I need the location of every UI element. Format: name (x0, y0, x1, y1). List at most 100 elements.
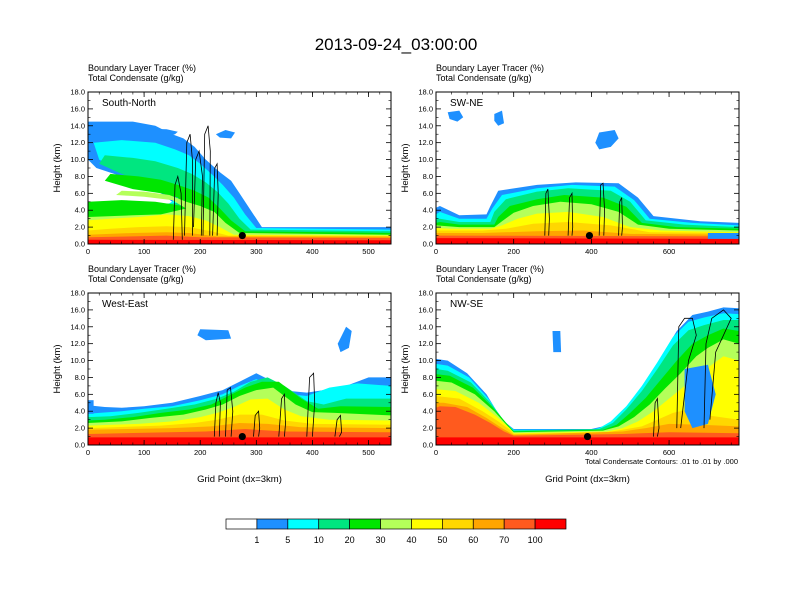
x-tick-label: 0 (434, 448, 438, 457)
colorbar-label: 100 (528, 535, 543, 545)
panel-subtitle-condensate: Total Condensate (g/kg) (436, 73, 532, 83)
x-tick-label: 200 (507, 448, 520, 457)
condensate-contour (212, 162, 219, 236)
condensate-contour (544, 188, 550, 236)
colorbar-swatch (472, 518, 505, 530)
y-tick-label: 12.0 (70, 339, 85, 348)
region-label: West-East (102, 299, 148, 310)
colorbar-swatch (411, 518, 443, 530)
y-tick-label: 12.0 (70, 138, 85, 147)
condensate-contour (202, 125, 211, 236)
tracer-region-level-1 (447, 110, 464, 122)
tracer-region-level-10 (88, 437, 391, 445)
tracer-region-level-10 (88, 239, 391, 244)
colorbar-swatch (380, 518, 412, 530)
y-tick-label: 2.0 (423, 223, 433, 232)
y-tick-label: 14.0 (70, 322, 85, 331)
y-tick-label: 18.0 (70, 88, 85, 97)
colorbar-swatch (287, 518, 320, 530)
y-tick-label: 4.0 (75, 206, 85, 215)
condensate-contour (598, 182, 606, 236)
region-label: South-North (102, 98, 156, 109)
x-tick-label: 200 (194, 448, 207, 457)
condensate-contour (278, 393, 286, 437)
tracer-region-level-10 (436, 238, 739, 244)
x-tick-label: 400 (306, 448, 319, 457)
x-tick-label: 500 (362, 448, 375, 457)
location-marker (583, 432, 592, 441)
condensate-contour (193, 149, 203, 236)
x-tick-label: 600 (663, 448, 676, 457)
tracer-shading (88, 121, 391, 244)
tracer-region-level-1 (707, 233, 739, 239)
colorbar-swatch (256, 518, 289, 530)
location-marker (238, 432, 246, 441)
colorbar-label: 20 (345, 535, 355, 545)
colorbar-swatch (442, 518, 474, 530)
y-tick-label: 14.0 (418, 322, 433, 331)
figure-title: 2013-09-24_03:00:00 (315, 35, 478, 54)
y-tick-label: 2.0 (75, 223, 85, 232)
x-tick-label: 0 (86, 247, 90, 256)
y-tick-label: 4.0 (75, 407, 85, 416)
x-tick-label: 0 (434, 247, 438, 256)
panel-subtitle-tracer: Boundary Layer Tracer (%) (88, 264, 196, 274)
condensate-contour (653, 397, 660, 437)
y-tick-label: 12.0 (418, 138, 433, 147)
y-tick-label: 8.0 (75, 373, 85, 382)
condensate-contour (253, 410, 261, 437)
colorbar-swatch (225, 518, 258, 530)
y-tick-label: 8.0 (75, 172, 85, 181)
condensate-contour (184, 134, 193, 236)
panel-south-north: Boundary Layer Tracer (%)Total Condensat… (52, 63, 392, 256)
y-tick-label: 8.0 (423, 373, 433, 382)
y-tick-label: 10.0 (418, 155, 433, 164)
tracer-region-level-1 (552, 331, 562, 353)
colorbar-swatch (503, 518, 536, 530)
tracer-shading (436, 110, 739, 244)
condensate-contour (676, 317, 697, 429)
colorbar-label: 60 (468, 535, 478, 545)
panel-subtitle-tracer: Boundary Layer Tracer (%) (436, 264, 544, 274)
tracer-region-level-1 (215, 130, 235, 139)
y-tick-label: 18.0 (418, 289, 433, 298)
y-tick-label: 0.0 (75, 441, 85, 450)
x-tick-label: 0 (86, 448, 90, 457)
contour-note: Total Condensate Contours: .01 to .01 by… (585, 457, 738, 466)
x-tick-label: 600 (663, 247, 676, 256)
y-tick-label: 0.0 (423, 240, 433, 249)
colorbar: 1 5 10 20 30 40 50 60 70 100 (225, 518, 567, 545)
panel-sw-ne: Boundary Layer Tracer (%)Total Condensat… (400, 63, 740, 256)
y-tick-label: 14.0 (418, 121, 433, 130)
colorbar-label: 30 (376, 535, 386, 545)
x-tick-label: 200 (507, 247, 520, 256)
panel-subtitle-tracer: Boundary Layer Tracer (%) (436, 63, 544, 73)
location-marker (238, 231, 246, 240)
y-tick-label: 0.0 (75, 240, 85, 249)
condensate-contour (618, 197, 623, 236)
x-tick-label: 300 (250, 247, 263, 256)
y-tick-label: 16.0 (70, 104, 85, 113)
condensate-contour (567, 191, 574, 236)
y-tick-label: 10.0 (70, 155, 85, 164)
colorbar-swatch (534, 518, 567, 530)
condensate-contour (334, 414, 343, 437)
panels: Boundary Layer Tracer (%)Total Condensat… (52, 63, 740, 485)
panel-subtitle-condensate: Total Condensate (g/kg) (88, 274, 184, 284)
x-tick-label: 400 (585, 448, 598, 457)
condensate-contour (172, 174, 183, 240)
y-tick-label: 14.0 (70, 121, 85, 130)
tracer-region-level-9 (436, 406, 739, 445)
tracer-region-level-10 (436, 437, 739, 445)
colorbar-label: 70 (499, 535, 509, 545)
y-tick-label: 6.0 (423, 189, 433, 198)
x-axis-label: Grid Point (dx=3km) (545, 474, 630, 485)
x-tick-label: 400 (306, 247, 319, 256)
panel-nw-se: Boundary Layer Tracer (%) Total Condensat… (400, 264, 740, 485)
y-tick-label: 0.0 (423, 441, 433, 450)
y-tick-label: 4.0 (423, 206, 433, 215)
y-tick-label: 6.0 (75, 390, 85, 399)
y-tick-label: 4.0 (423, 407, 433, 416)
y-tick-label: 6.0 (423, 390, 433, 399)
